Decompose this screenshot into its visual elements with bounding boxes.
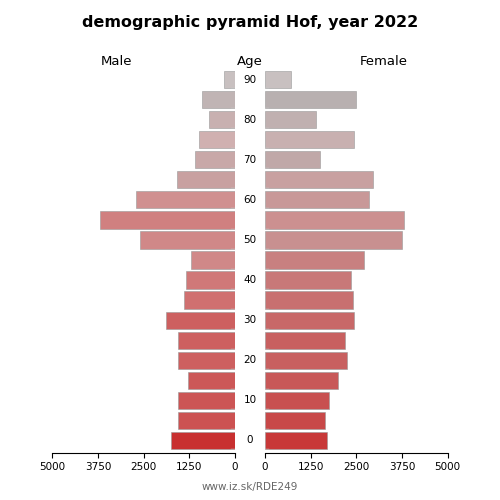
Bar bbox=[265, 332, 345, 349]
Text: Male: Male bbox=[100, 55, 132, 68]
Text: 30: 30 bbox=[244, 315, 256, 325]
Bar bbox=[265, 412, 325, 429]
Bar bbox=[171, 432, 235, 449]
Bar bbox=[100, 212, 235, 228]
Bar bbox=[178, 332, 235, 349]
Bar bbox=[210, 111, 235, 128]
Bar bbox=[265, 171, 372, 188]
Text: 60: 60 bbox=[244, 195, 256, 205]
Text: 40: 40 bbox=[244, 275, 256, 285]
Bar bbox=[265, 392, 329, 409]
Bar bbox=[265, 151, 320, 168]
Text: www.iz.sk/RDE249: www.iz.sk/RDE249 bbox=[202, 482, 298, 492]
Bar bbox=[202, 91, 235, 108]
Bar bbox=[265, 191, 369, 208]
Text: 20: 20 bbox=[244, 356, 256, 366]
Bar bbox=[176, 171, 235, 188]
Text: 10: 10 bbox=[244, 396, 256, 406]
Bar bbox=[191, 252, 235, 268]
Bar bbox=[178, 352, 235, 369]
Bar bbox=[265, 272, 351, 288]
Bar bbox=[265, 252, 364, 268]
Text: 0: 0 bbox=[247, 436, 254, 446]
Text: 70: 70 bbox=[244, 154, 256, 164]
Bar bbox=[178, 412, 235, 429]
Bar bbox=[195, 151, 235, 168]
Bar bbox=[186, 272, 235, 288]
Text: 90: 90 bbox=[244, 74, 256, 85]
Bar bbox=[224, 71, 235, 88]
Bar bbox=[178, 392, 235, 409]
Bar bbox=[265, 372, 338, 389]
Text: 80: 80 bbox=[244, 114, 256, 124]
Bar bbox=[265, 232, 402, 248]
Bar bbox=[265, 91, 356, 108]
Text: Age: Age bbox=[237, 55, 263, 68]
Bar bbox=[265, 111, 316, 128]
Bar bbox=[184, 292, 235, 308]
Bar bbox=[265, 212, 404, 228]
Bar bbox=[166, 312, 235, 329]
Text: demographic pyramid Hof, year 2022: demographic pyramid Hof, year 2022 bbox=[82, 15, 418, 30]
Bar bbox=[265, 131, 354, 148]
Bar bbox=[140, 232, 235, 248]
Bar bbox=[265, 312, 354, 329]
Text: 50: 50 bbox=[244, 235, 256, 245]
Bar bbox=[265, 71, 290, 88]
Bar bbox=[136, 191, 235, 208]
Bar bbox=[265, 432, 327, 449]
Text: Female: Female bbox=[360, 55, 408, 68]
Bar bbox=[198, 131, 235, 148]
Bar bbox=[188, 372, 235, 389]
Bar bbox=[265, 292, 352, 308]
Bar bbox=[265, 352, 347, 369]
